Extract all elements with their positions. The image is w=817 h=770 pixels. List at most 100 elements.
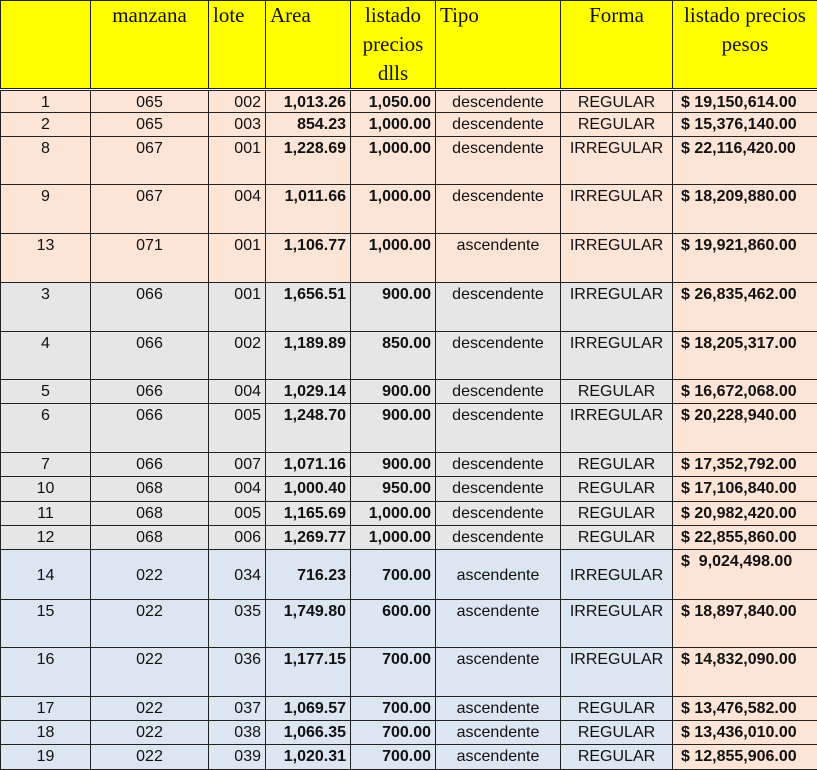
header-manzana: manzana — [91, 1, 209, 90]
pesos-price-cell: $ 22,855,860.00 — [673, 526, 817, 550]
forma-cell: REGULAR — [561, 745, 673, 770]
pesos-price-cell: $ 18,897,840.00 — [673, 600, 817, 648]
dlls-price-cell: 1,000.00 — [351, 113, 436, 137]
area-cell: 1,013.26 — [266, 90, 351, 113]
tipo-cell: descendente — [436, 332, 561, 380]
forma-cell: IRREGULAR — [561, 550, 673, 600]
manzana-cell: 022 — [91, 721, 209, 745]
header-lote: lote — [209, 1, 266, 90]
dlls-price-cell: 950.00 — [351, 477, 436, 502]
manzana-cell: 067 — [91, 185, 209, 234]
lote-cell: 004 — [209, 477, 266, 502]
area-cell: 1,071.16 — [266, 453, 351, 477]
tipo-cell: descendente — [436, 283, 561, 332]
area-cell: 1,029.14 — [266, 380, 351, 404]
pesos-price-cell: $ 9,024,498.00 — [673, 550, 817, 600]
forma-cell: IRREGULAR — [561, 600, 673, 648]
tipo-cell: ascendente — [436, 648, 561, 697]
manzana-cell: 066 — [91, 404, 209, 453]
area-cell: 1,165.69 — [266, 502, 351, 526]
lote-cell: 004 — [209, 185, 266, 234]
pesos-price-cell: $ 18,205,317.00 — [673, 332, 817, 380]
forma-cell: REGULAR — [561, 453, 673, 477]
manzana-cell: 066 — [91, 283, 209, 332]
row-number: 12 — [1, 526, 91, 550]
dlls-price-cell: 900.00 — [351, 453, 436, 477]
manzana-cell: 068 — [91, 477, 209, 502]
dlls-price-cell: 700.00 — [351, 648, 436, 697]
area-cell: 716.23 — [266, 550, 351, 600]
dlls-price-cell: 1,000.00 — [351, 234, 436, 283]
row-number: 14 — [1, 550, 91, 600]
lote-cell: 004 — [209, 380, 266, 404]
forma-cell: IRREGULAR — [561, 404, 673, 453]
lote-cell: 006 — [209, 526, 266, 550]
manzana-cell: 066 — [91, 332, 209, 380]
row-number: 18 — [1, 721, 91, 745]
manzana-cell: 065 — [91, 90, 209, 113]
row-number: 7 — [1, 453, 91, 477]
manzana-cell: 022 — [91, 550, 209, 600]
manzana-cell: 066 — [91, 380, 209, 404]
header-tipo: Tipo — [436, 1, 561, 90]
manzana-cell: 022 — [91, 745, 209, 770]
row-number: 6 — [1, 404, 91, 453]
header-area: Area — [266, 1, 351, 90]
header-number — [1, 1, 91, 90]
manzana-cell: 068 — [91, 502, 209, 526]
row-number: 15 — [1, 600, 91, 648]
forma-cell: REGULAR — [561, 477, 673, 502]
forma-cell: REGULAR — [561, 380, 673, 404]
forma-cell: IRREGULAR — [561, 648, 673, 697]
manzana-cell: 022 — [91, 697, 209, 721]
dlls-price-cell: 1,000.00 — [351, 185, 436, 234]
lote-cell: 034 — [209, 550, 266, 600]
tipo-cell: descendente — [436, 453, 561, 477]
lote-cell: 035 — [209, 600, 266, 648]
forma-cell: REGULAR — [561, 90, 673, 113]
tipo-cell: descendente — [436, 502, 561, 526]
row-number: 9 — [1, 185, 91, 234]
manzana-cell: 071 — [91, 234, 209, 283]
manzana-cell: 067 — [91, 137, 209, 185]
header-forma: Forma — [561, 1, 673, 90]
area-cell: 1,020.31 — [266, 745, 351, 770]
manzana-cell: 065 — [91, 113, 209, 137]
pesos-price-cell: $ 14,832,090.00 — [673, 648, 817, 697]
pesos-price-cell: $ 15,376,140.00 — [673, 113, 817, 137]
area-cell: 1,248.70 — [266, 404, 351, 453]
area-cell: 1,177.15 — [266, 648, 351, 697]
dlls-price-cell: 850.00 — [351, 332, 436, 380]
manzana-cell: 068 — [91, 526, 209, 550]
area-cell: 1,106.77 — [266, 234, 351, 283]
dlls-price-cell: 700.00 — [351, 721, 436, 745]
lote-cell: 001 — [209, 137, 266, 185]
tipo-cell: descendente — [436, 526, 561, 550]
lote-cell: 003 — [209, 113, 266, 137]
pesos-price-cell: $ 22,116,420.00 — [673, 137, 817, 185]
dlls-price-cell: 1,050.00 — [351, 90, 436, 113]
dlls-price-cell: 700.00 — [351, 550, 436, 600]
area-cell: 854.23 — [266, 113, 351, 137]
lote-cell: 005 — [209, 404, 266, 453]
row-number: 11 — [1, 502, 91, 526]
area-cell: 1,228.69 — [266, 137, 351, 185]
header-row: manzana lote Area listado precios dlls T… — [1, 1, 817, 90]
forma-cell: IRREGULAR — [561, 185, 673, 234]
area-cell: 1,000.40 — [266, 477, 351, 502]
